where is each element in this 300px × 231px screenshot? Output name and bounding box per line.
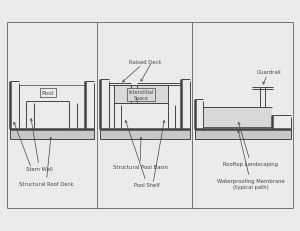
Text: Stem Wall: Stem Wall bbox=[26, 119, 53, 171]
Text: Raised Deck: Raised Deck bbox=[122, 60, 161, 83]
Text: Guardrail: Guardrail bbox=[256, 70, 281, 85]
Text: Waterproofing Membrane
(typical path): Waterproofing Membrane (typical path) bbox=[217, 131, 285, 189]
Text: Structural Roof Deck: Structural Roof Deck bbox=[19, 138, 74, 186]
Text: Interstitial
Space: Interstitial Space bbox=[128, 89, 154, 100]
Bar bbox=[100, 129, 190, 139]
Text: Structural Pool Basin: Structural Pool Basin bbox=[112, 138, 168, 169]
Bar bbox=[10, 129, 94, 139]
Bar bbox=[195, 129, 291, 139]
Text: Rooftop Landscaping: Rooftop Landscaping bbox=[223, 123, 278, 166]
Text: Pool Shelf: Pool Shelf bbox=[125, 121, 160, 187]
Bar bbox=[203, 108, 272, 129]
Bar bbox=[114, 86, 168, 104]
Text: Pool: Pool bbox=[41, 90, 54, 95]
